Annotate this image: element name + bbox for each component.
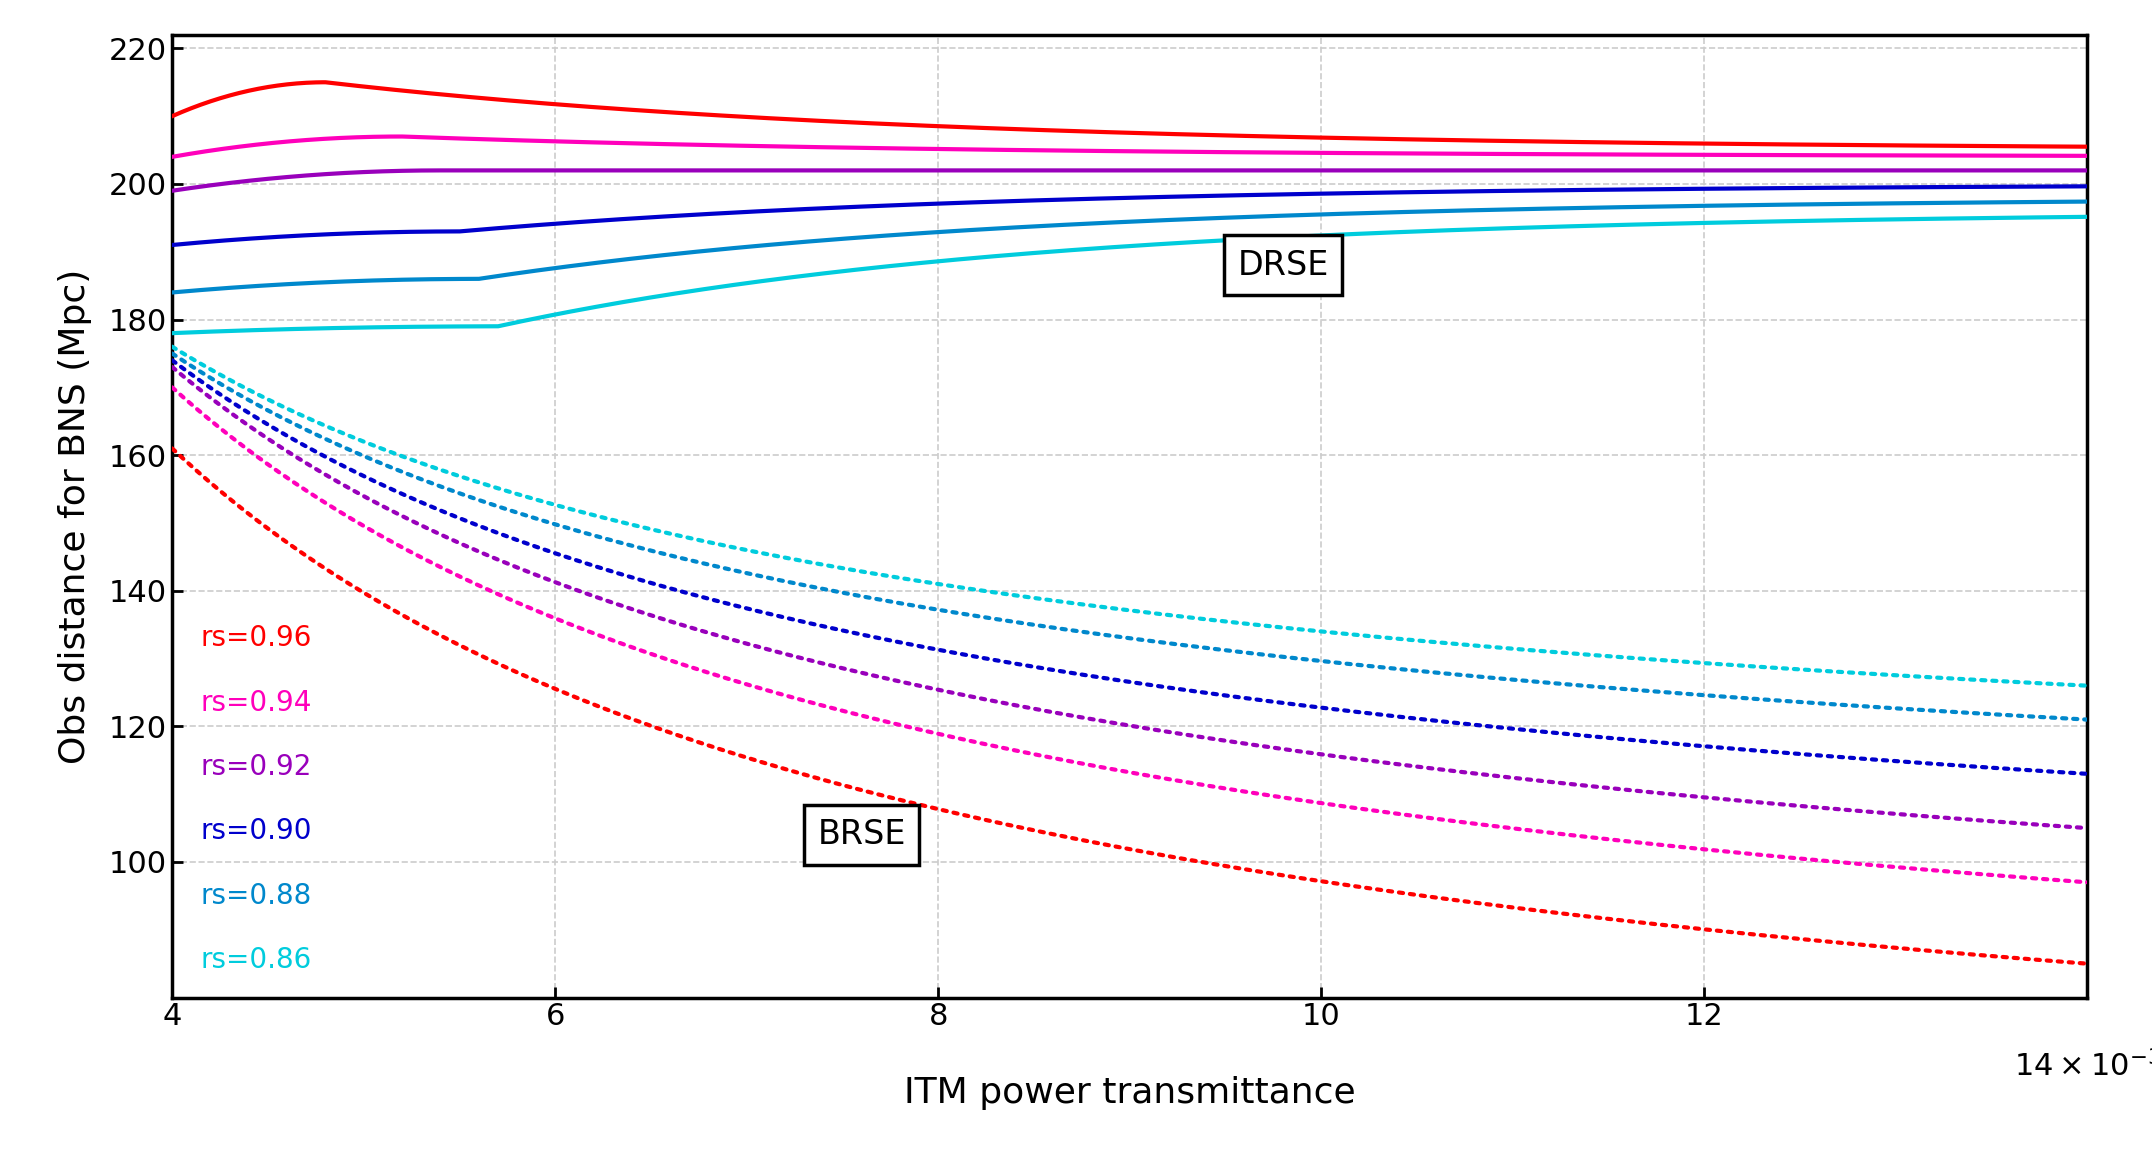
Text: rs=0.96: rs=0.96: [200, 624, 312, 652]
Text: rs=0.94: rs=0.94: [200, 689, 312, 717]
Text: rs=0.90: rs=0.90: [200, 818, 312, 846]
Y-axis label: Obs distance for BNS (Mpc): Obs distance for BNS (Mpc): [58, 269, 93, 763]
Text: rs=0.88: rs=0.88: [200, 882, 312, 909]
Text: rs=0.86: rs=0.86: [200, 947, 312, 974]
Text: rs=0.92: rs=0.92: [200, 753, 312, 781]
X-axis label: ITM power transmittance: ITM power transmittance: [904, 1076, 1356, 1110]
Text: DRSE: DRSE: [1237, 249, 1328, 282]
Text: $14\times10^{-3}$: $14\times10^{-3}$: [2014, 1050, 2152, 1083]
Text: BRSE: BRSE: [818, 818, 906, 851]
